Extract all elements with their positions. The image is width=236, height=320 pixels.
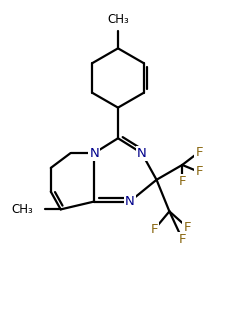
Text: F: F [195, 146, 203, 159]
Text: N: N [89, 147, 99, 160]
Text: F: F [195, 165, 203, 178]
Text: CH₃: CH₃ [107, 13, 129, 26]
Text: F: F [178, 175, 186, 188]
Text: N: N [125, 195, 135, 208]
Text: N: N [137, 147, 147, 160]
Text: F: F [183, 221, 191, 234]
Text: F: F [178, 233, 186, 245]
Text: F: F [151, 223, 158, 236]
Text: CH₃: CH₃ [11, 203, 33, 216]
